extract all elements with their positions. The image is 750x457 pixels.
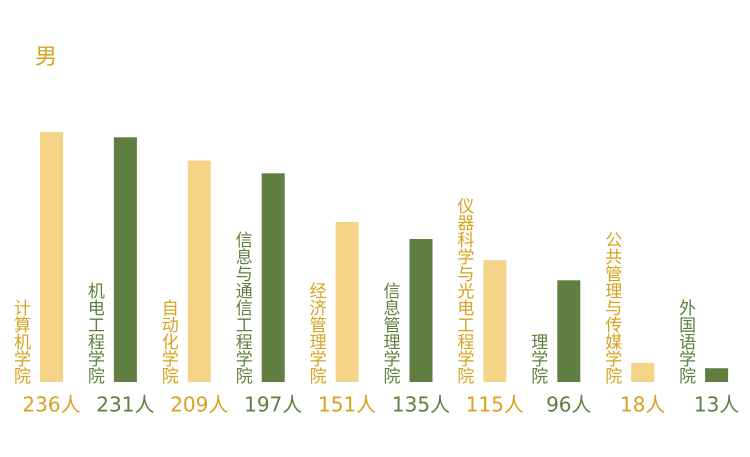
category-label: 信息与通信工程学院 (232, 231, 253, 384)
bar (557, 280, 581, 382)
value-label: 135人 (392, 393, 450, 417)
bar (113, 137, 137, 382)
value-label: 115人 (466, 393, 524, 417)
category-label: 理学院 (527, 333, 548, 384)
value-label: 96人 (546, 393, 591, 417)
category-label: 计算机学院 (10, 299, 31, 384)
category-label: 机电工程学院 (84, 282, 105, 384)
category-label: 公共管理与传媒学院 (601, 231, 622, 384)
value-label: 18人 (620, 393, 665, 417)
bar (409, 238, 433, 382)
value-label: 209人 (170, 393, 228, 417)
bar (483, 260, 507, 382)
value-label: 236人 (22, 393, 80, 417)
bar (631, 362, 655, 382)
category-label: 仪器科学与光电工程学院 (453, 197, 474, 384)
category-label: 经济管理学院 (306, 282, 327, 384)
category-label: 外国语学院 (675, 299, 696, 384)
bar (261, 173, 285, 382)
value-label: 197人 (244, 393, 302, 417)
category-label: 自动化学院 (158, 299, 179, 384)
bar (705, 368, 729, 382)
bar (187, 160, 211, 382)
value-label: 13人 (694, 393, 739, 417)
bar (335, 222, 359, 382)
value-label: 231人 (96, 393, 154, 417)
category-label: 信息管理学院 (380, 282, 401, 384)
value-label: 151人 (318, 393, 376, 417)
bar (40, 132, 63, 382)
chart-title: 男 (35, 45, 57, 70)
